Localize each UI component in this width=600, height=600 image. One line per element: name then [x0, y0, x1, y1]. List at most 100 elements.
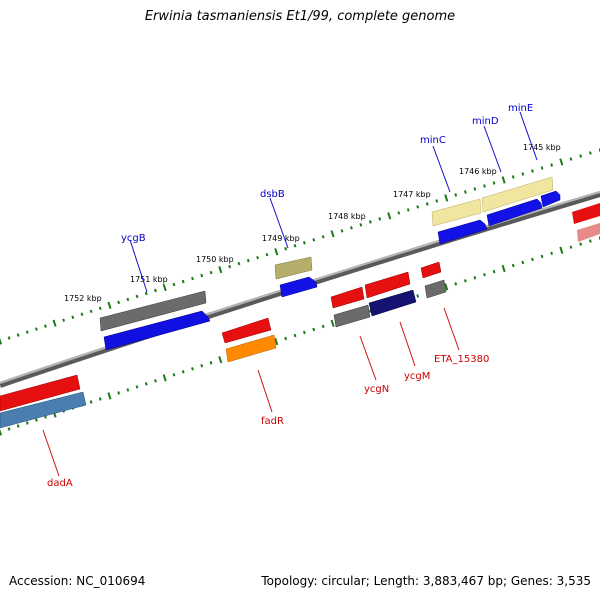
scale-bottom-tick — [540, 254, 544, 259]
scale-top-tick — [579, 154, 583, 158]
label-ycgB: ycgB — [121, 233, 146, 244]
scale-top-tick — [425, 202, 429, 206]
scale-top-tick — [256, 255, 259, 260]
gene-minE — [540, 190, 561, 208]
scale-top-tick — [501, 176, 506, 184]
scale-label-1746: 1746 kbp — [459, 167, 497, 176]
gene-ycgN — [333, 304, 371, 328]
label-fadR: fadR — [261, 416, 284, 427]
scale-top-tick — [7, 336, 11, 340]
scale-bottom-tick — [172, 373, 176, 377]
scale-bottom-tick — [191, 367, 194, 371]
scale-top-tick — [359, 223, 363, 227]
scale-bottom-tick — [588, 239, 592, 243]
page-title: Erwinia tasmaniensis Et1/99, complete ge… — [144, 9, 456, 24]
scale-bottom-tick — [444, 283, 449, 291]
scale-top-tick — [16, 333, 20, 337]
scale-bottom-tick — [89, 400, 93, 404]
scale-top-tick — [218, 265, 223, 274]
gene-ETA_15380 — [424, 279, 447, 299]
feature-ycgB-grey — [99, 290, 207, 332]
scale-top-tick — [274, 248, 279, 256]
feature-fadR-red — [221, 317, 272, 344]
scale-labels: 1752 kbp 1751 kbp 1750 kbp 1749 kbp 1748… — [64, 143, 561, 303]
scale-bottom-tick — [579, 242, 583, 246]
gene-dadA-red — [0, 374, 81, 412]
scale-top-tick — [34, 327, 38, 331]
scale-top-tick — [406, 208, 410, 212]
scale-top-tick — [454, 193, 458, 197]
scale-bottom-tick — [162, 374, 167, 382]
scale-bottom-tick — [501, 264, 506, 273]
scale-bottom-tick — [0, 428, 3, 436]
label-minE: minE — [508, 103, 533, 114]
scale-bottom-tick — [98, 397, 102, 401]
topology-text: Topology: circular; Length: 3,883,467 bp… — [261, 574, 591, 588]
scale-ticks-top — [0, 148, 600, 345]
scale-top-tick — [492, 181, 496, 185]
scale-top-tick — [0, 337, 3, 345]
scale-top-tick — [89, 309, 93, 314]
gene-fadR — [225, 334, 277, 363]
scale-bottom-tick — [34, 418, 38, 422]
scale-top-tick — [521, 172, 525, 176]
scale-top-tick — [228, 264, 232, 269]
label-ETA_15380: ETA_15380 — [434, 354, 489, 365]
gene-ycgB — [103, 310, 211, 351]
scale-top-tick — [387, 212, 392, 220]
scale-bottom-tick — [293, 333, 297, 338]
scale-bottom-tick — [531, 257, 534, 262]
scale-top-tick — [107, 301, 112, 309]
scale-top-tick — [559, 158, 564, 166]
scale-top-tick — [181, 279, 185, 284]
scale-top-tick — [265, 252, 269, 257]
scale-top-tick — [126, 297, 130, 302]
scale-top-tick — [237, 261, 241, 266]
scale-top-tick — [209, 270, 213, 275]
scale-label-1749: 1749 kbp — [262, 234, 300, 243]
scale-bottom-tick — [416, 294, 420, 298]
scale-bottom-tick — [550, 251, 554, 256]
scale-top-tick — [154, 288, 157, 293]
scale-top-tick — [340, 229, 344, 233]
scale-top-tick — [531, 169, 534, 173]
scale-top-tick — [117, 300, 121, 305]
scale-top-tick — [302, 241, 306, 245]
scale-bottom-tick — [312, 327, 316, 332]
scale-top-tick — [569, 157, 573, 161]
scale-top-tick — [435, 199, 439, 203]
scale-label-1751: 1751 kbp — [130, 275, 168, 284]
label-minC: minC — [420, 135, 446, 146]
scale-top-tick — [350, 226, 353, 230]
scale-bottom-tick — [569, 245, 573, 249]
label-ycgM: ycgM — [404, 371, 430, 382]
scale-top-tick — [463, 190, 467, 194]
scale-bottom-tick — [483, 272, 486, 277]
label-dadA: dadA — [47, 478, 73, 489]
reverse-features — [0, 261, 447, 429]
scale-bottom-tick — [511, 263, 515, 268]
scale-top-tick — [312, 238, 316, 242]
scale-label-1747: 1747 kbp — [393, 190, 431, 199]
feature-ycgM-red — [364, 271, 411, 299]
scale-bottom-tick — [144, 382, 148, 386]
label-dsbB: dsbB — [260, 189, 285, 200]
scale-bottom-tick — [454, 282, 458, 286]
scale-label-1750: 1750 kbp — [196, 255, 234, 264]
scale-top-tick — [135, 294, 139, 299]
scale-bottom-tick — [559, 246, 564, 254]
scale-bottom-tick — [16, 424, 20, 428]
scale-bottom-tick — [274, 337, 279, 346]
scale-top-tick — [71, 315, 75, 320]
gene-ycgM — [368, 289, 417, 317]
feature-dsbB-olive — [274, 256, 313, 280]
scale-bottom-tick — [521, 260, 525, 265]
scale-bottom-tick — [284, 336, 288, 341]
scale-top-tick — [330, 230, 335, 238]
scale-bottom-tick — [463, 279, 467, 283]
scale-top-tick — [80, 312, 84, 316]
scale-top-tick — [550, 163, 554, 167]
scale-top-tick — [191, 276, 194, 281]
scale-top-tick — [200, 273, 204, 278]
